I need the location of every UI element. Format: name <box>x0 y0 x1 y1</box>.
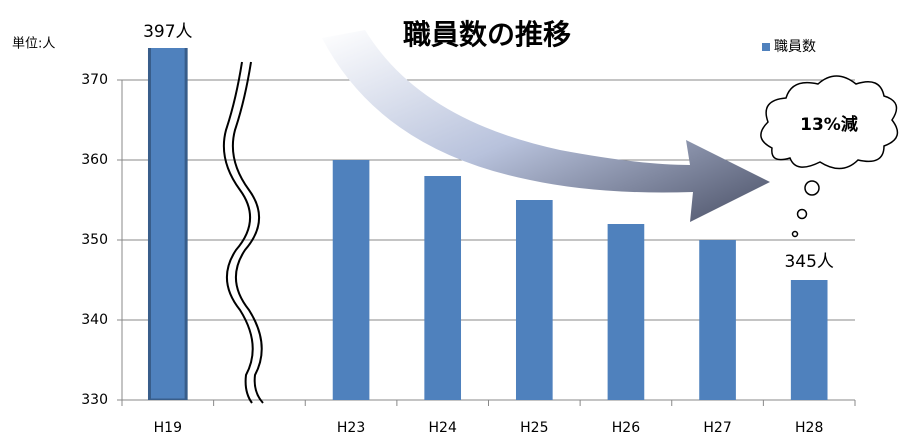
legend-swatch <box>762 43 770 51</box>
bar <box>332 160 370 400</box>
bar <box>790 280 828 400</box>
unit-label: 単位:人 <box>12 36 55 52</box>
y-tick-label: 340 <box>81 312 108 328</box>
y-tick-label: 350 <box>81 232 108 248</box>
y-tick-label: 370 <box>81 72 108 88</box>
axis-break <box>222 61 264 404</box>
annotation: 13%減 <box>800 114 858 135</box>
bars <box>147 48 828 400</box>
x-tick-label: H27 <box>703 420 731 436</box>
x-tick-label: H28 <box>795 420 823 436</box>
value-label: 397人 <box>143 22 192 42</box>
y-tick-label: 330 <box>81 392 108 408</box>
chart-title: 職員数の推移 <box>403 18 571 51</box>
legend-label: 職員数 <box>774 39 816 55</box>
bar <box>699 240 736 400</box>
bar <box>607 224 645 400</box>
x-tick-label: H23 <box>337 420 365 436</box>
x-tick-label: H25 <box>520 420 548 436</box>
x-tick-label: H24 <box>429 420 457 436</box>
bar <box>515 200 553 400</box>
value-label: 345人 <box>784 252 833 272</box>
plot-area: 330 340 350 360 370 H19 H23 H24 H25 H26 H27 H28 397人… <box>81 22 856 436</box>
x-tick-label: H26 <box>612 420 640 436</box>
bar <box>424 176 462 400</box>
trend-arrow <box>322 30 770 222</box>
bar <box>147 48 188 400</box>
thought-cloud <box>760 75 899 238</box>
x-tick-label: H19 <box>154 420 182 436</box>
y-tick-label: 360 <box>81 152 108 168</box>
